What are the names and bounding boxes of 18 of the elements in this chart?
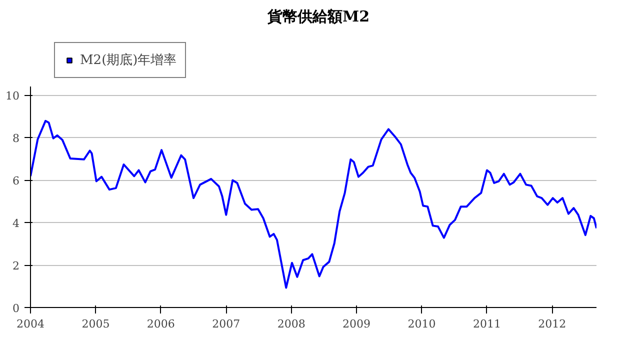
x-tick-label: 2004	[16, 318, 45, 330]
x-tick-label: 2008	[277, 318, 306, 330]
x-tick-label: 2012	[538, 318, 566, 330]
legend-label: M2(期底)年增率	[80, 52, 177, 69]
x-tick-label: 2011	[472, 318, 501, 330]
chart-title: 貨幣供給額M2	[266, 8, 370, 26]
x-tick-label: 2009	[342, 318, 371, 330]
y-tick-label: 8	[12, 132, 20, 145]
y-tick-label: 4	[12, 217, 20, 230]
x-tick-label: 2006	[146, 318, 175, 330]
x-tick-label: 2010	[408, 318, 436, 330]
line-series	[30, 120, 596, 289]
x-tick-label: 2007	[212, 318, 240, 330]
y-tick-label: 6	[12, 174, 20, 188]
y-tick-label: 0	[12, 302, 20, 315]
y-tick-label: 10	[6, 90, 20, 102]
y-tick-label: 2	[12, 260, 20, 272]
x-tick-label: 2005	[82, 318, 110, 330]
